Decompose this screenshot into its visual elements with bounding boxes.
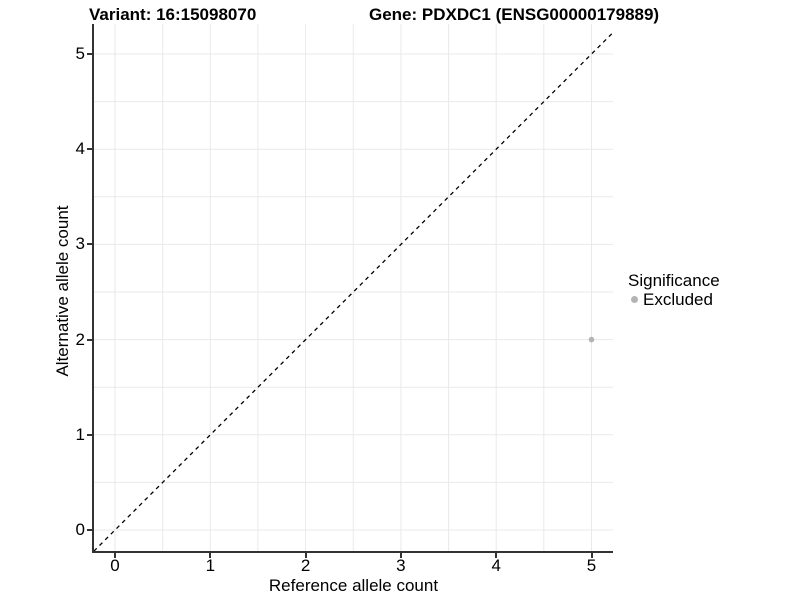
y-tick-label: 4 (75, 139, 85, 159)
y-tick-mark (87, 243, 92, 246)
y-tick-mark (87, 433, 92, 436)
x-tick-label: 0 (110, 556, 120, 575)
y-tick-label: 2 (75, 329, 85, 349)
plot-title-variant: Variant: 16:15098070 (89, 5, 257, 24)
y-tick-mark (87, 148, 92, 151)
x-tick-mark (590, 553, 593, 558)
x-tick-label: 2 (300, 556, 311, 575)
y-axis-title: Alternative allele count (53, 205, 72, 377)
legend: Significance Excluded (628, 271, 720, 309)
data-point (588, 336, 595, 343)
y-tick-mark (87, 338, 92, 341)
plot-panel (92, 24, 613, 553)
x-tick-label: 5 (586, 556, 597, 575)
plot-panel-canvas (94, 24, 613, 551)
excluded-point-swatch (631, 296, 638, 303)
identity-line (94, 31, 613, 551)
x-tick-mark (114, 553, 116, 558)
legend-entry-excluded: Excluded (628, 290, 720, 309)
y-tick-mark (87, 53, 92, 55)
legend-entry-label: Excluded (643, 290, 713, 309)
x-tick-label: 3 (396, 556, 406, 575)
y-tick-label: 5 (75, 44, 85, 63)
x-axis-title: Reference allele count (268, 576, 439, 595)
x-tick-mark (399, 553, 402, 558)
x-tick-label: 1 (205, 556, 216, 575)
y-tick-mark (87, 529, 92, 531)
x-tick-mark (304, 553, 307, 558)
legend-title: Significance (628, 271, 720, 290)
x-tick-label: 4 (491, 556, 501, 575)
x-tick-mark (495, 553, 498, 558)
x-tick-mark (209, 553, 212, 558)
y-tick-label: 0 (75, 520, 85, 539)
y-tick-label: 1 (75, 424, 85, 444)
plot-title-gene: Gene: PDXDC1 (ENSG00000179889) (369, 5, 660, 24)
y-tick-label: 3 (75, 234, 85, 254)
